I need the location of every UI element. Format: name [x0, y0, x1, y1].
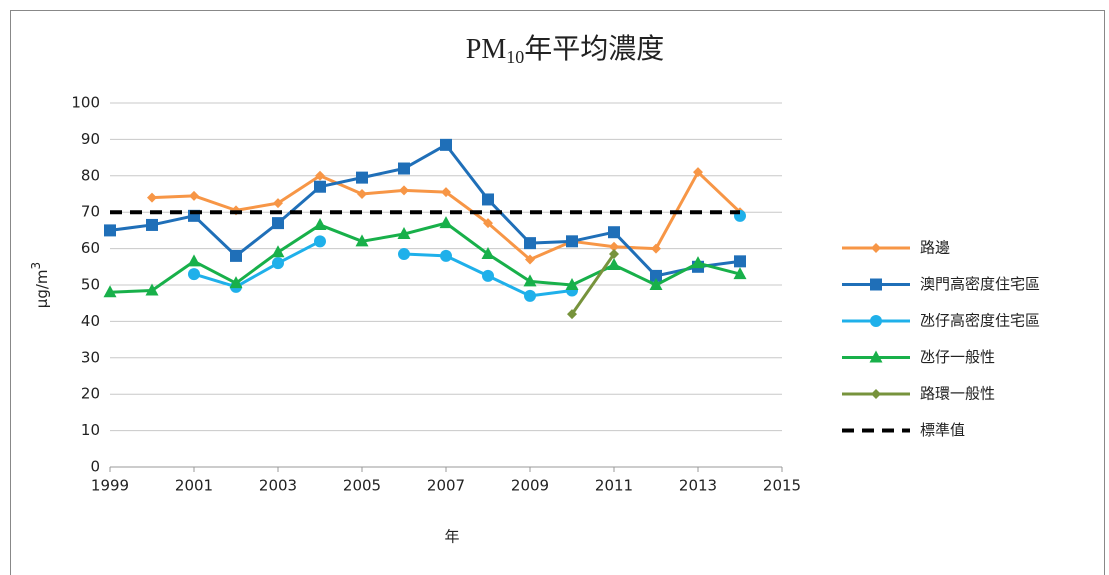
marker — [871, 243, 881, 253]
y-tick-label: 20 — [81, 385, 100, 403]
legend-label: 氹仔高密度住宅區 — [920, 312, 1040, 330]
y-tick-label: 100 — [71, 94, 100, 112]
marker — [482, 193, 494, 206]
marker — [565, 278, 579, 290]
y-tick-label: 70 — [81, 203, 100, 221]
legend-label: 澳門高密度住宅區 — [920, 275, 1040, 293]
marker — [272, 257, 284, 270]
marker — [104, 224, 116, 237]
marker — [273, 198, 283, 209]
marker — [441, 187, 451, 198]
title-main: PM — [466, 34, 507, 65]
x-tick-label: 2013 — [679, 477, 717, 495]
x-tick-label: 1999 — [91, 477, 129, 495]
marker — [357, 189, 367, 199]
marker — [524, 237, 536, 250]
y-tick-label: 10 — [81, 421, 100, 439]
marker — [609, 249, 619, 260]
marker — [693, 167, 703, 178]
chart-title: PM10年平均濃度 — [466, 33, 664, 67]
marker — [146, 218, 158, 231]
legend-label: 路邊 — [920, 239, 950, 257]
marker — [871, 389, 881, 399]
marker — [188, 268, 200, 281]
marker — [649, 278, 663, 290]
marker — [230, 249, 242, 262]
marker — [356, 171, 368, 184]
marker — [189, 190, 199, 201]
marker — [397, 227, 411, 240]
series-line — [109, 143, 741, 278]
x-tick-label: 2001 — [175, 477, 213, 495]
marker — [482, 269, 494, 282]
y-tick-label: 60 — [81, 239, 100, 257]
marker — [399, 185, 409, 196]
x-tick-label: 2009 — [511, 477, 549, 495]
legend-label: 氹仔一般性 — [920, 348, 995, 366]
marker — [869, 350, 883, 363]
legend-label: 標準值 — [920, 421, 965, 439]
marker — [525, 254, 535, 265]
marker — [567, 309, 577, 320]
marker — [229, 276, 243, 289]
marker — [650, 269, 662, 282]
marker — [103, 285, 117, 298]
marker — [440, 138, 452, 151]
marker — [439, 216, 453, 229]
marker — [607, 257, 621, 270]
y-tick-label: 80 — [81, 166, 100, 184]
marker — [870, 278, 882, 291]
legend-label: 路環一般性 — [920, 385, 995, 403]
x-tick-label: 2011 — [595, 477, 633, 495]
series-line — [109, 221, 741, 294]
x-tick-label: 2003 — [259, 477, 297, 495]
marker — [315, 170, 325, 181]
y-tick-label: 30 — [81, 348, 100, 366]
marker — [440, 249, 452, 262]
marker — [734, 255, 746, 268]
series-line — [570, 253, 616, 315]
y-tick-label: 40 — [81, 312, 100, 330]
marker — [524, 289, 536, 302]
title-subscript: 10 — [506, 47, 524, 67]
marker — [271, 245, 285, 258]
marker — [870, 315, 882, 327]
marker — [145, 283, 159, 296]
marker — [651, 243, 661, 254]
x-axis-label: 年 — [444, 528, 459, 546]
marker — [691, 256, 705, 269]
title-suffix: 年平均濃度 — [524, 33, 664, 65]
marker — [355, 234, 369, 247]
y-axis-label: μg/m3 — [29, 262, 51, 308]
marker — [608, 226, 620, 239]
marker — [523, 274, 537, 287]
marker — [483, 218, 493, 229]
x-tick-label: 2007 — [427, 477, 465, 495]
marker — [314, 235, 326, 248]
y-tick-label: 90 — [81, 130, 100, 148]
marker — [566, 235, 578, 248]
marker — [398, 248, 410, 261]
marker — [733, 267, 747, 280]
marker — [398, 162, 410, 175]
marker — [313, 217, 327, 230]
marker — [609, 241, 619, 252]
marker — [147, 192, 157, 203]
y-label-main: μg/m — [33, 269, 51, 308]
y-tick-label: 0 — [90, 458, 100, 476]
marker — [481, 247, 495, 260]
y-tick-label: 50 — [81, 276, 100, 294]
y-label-superscript: 3 — [29, 262, 43, 270]
series-line — [193, 239, 321, 289]
x-tick-label: 2005 — [343, 477, 381, 495]
x-tick-label: 2015 — [763, 477, 801, 495]
marker — [314, 180, 326, 193]
marker — [187, 254, 201, 267]
marker — [272, 217, 284, 230]
